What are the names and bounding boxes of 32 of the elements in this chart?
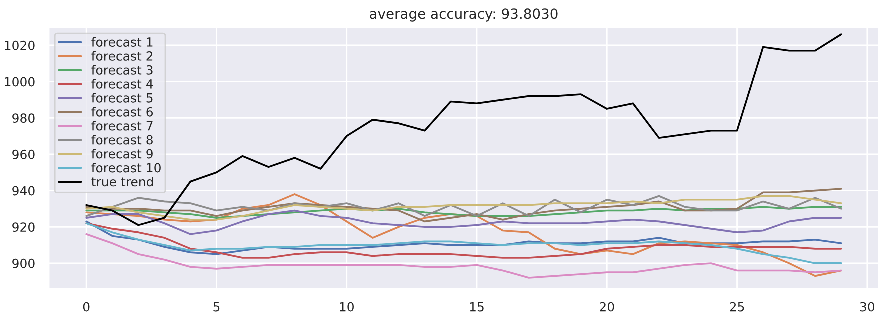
x-tick-label: 30	[860, 302, 875, 312]
legend-label: forecast 5	[92, 93, 153, 103]
x-tick-label: 25	[730, 302, 744, 312]
legend-label: forecast 3	[92, 65, 153, 75]
x-tick-label: 5	[214, 302, 220, 312]
y-tick-label: 940	[12, 186, 35, 196]
y-tick-label: 980	[12, 114, 35, 124]
line-series	[86, 34, 842, 226]
y-tick-label: 920	[12, 222, 35, 232]
legend-label: forecast 6	[92, 107, 154, 117]
legend-label: forecast 10	[92, 163, 161, 173]
line-series	[86, 194, 842, 278]
legend-label: forecast 8	[92, 135, 153, 145]
x-tick-label: 15	[470, 302, 484, 312]
line-series	[86, 188, 842, 223]
x-tick-label: 10	[340, 302, 354, 312]
legend-label: forecast 9	[92, 149, 153, 159]
x-tick-label: 20	[600, 302, 614, 312]
y-tick-label: 900	[12, 258, 35, 268]
line-series	[86, 210, 842, 236]
y-tick-label: 1000	[5, 77, 35, 87]
line-series	[86, 206, 842, 219]
legend-label: forecast 7	[92, 121, 153, 131]
line-series	[86, 233, 842, 279]
x-tick-label: 0	[83, 302, 90, 312]
y-tick-label: 960	[12, 150, 35, 160]
legend-label: forecast 2	[92, 51, 153, 61]
legend-label: true trend	[92, 177, 154, 187]
chart-title: average accuracy: 93.8030	[370, 8, 558, 22]
legend-label: forecast 1	[92, 37, 153, 47]
y-tick-label: 1020	[5, 40, 35, 50]
legend-label: forecast 4	[92, 79, 154, 89]
